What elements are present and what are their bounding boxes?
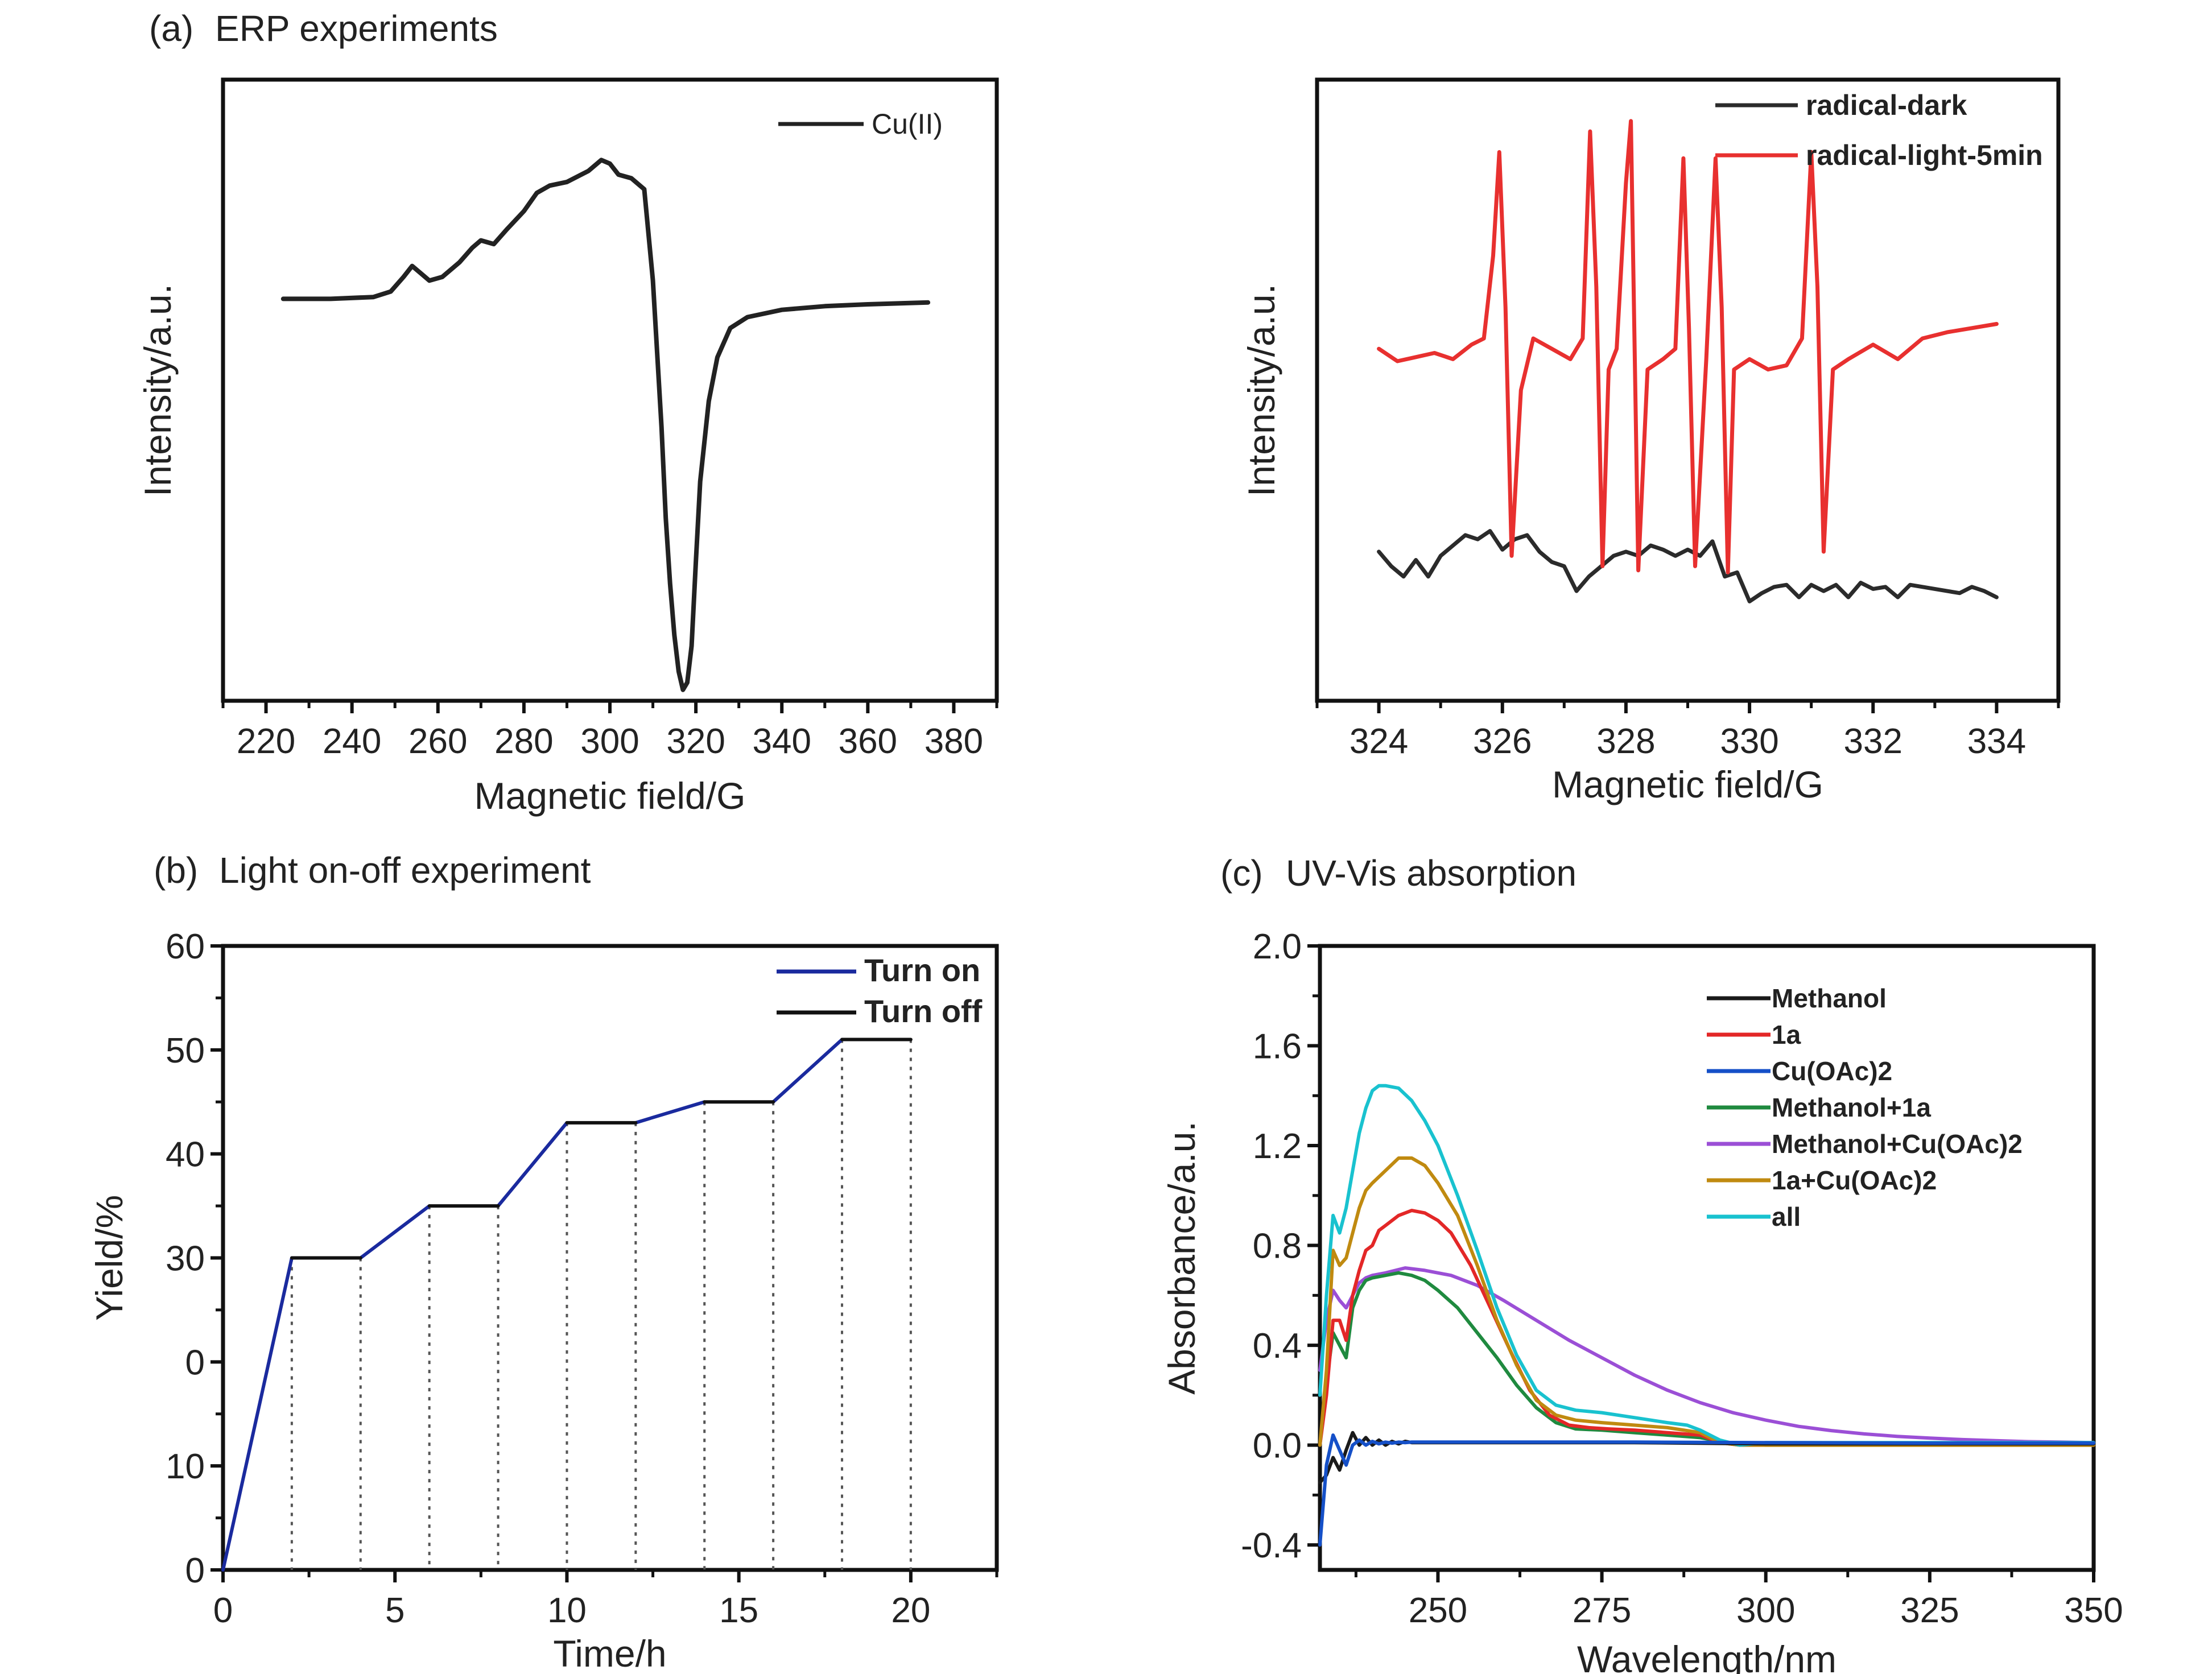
x-tick-label: 328 bbox=[1596, 722, 1655, 761]
x-tick-label: 300 bbox=[580, 722, 639, 761]
series-line-cu-oac2 bbox=[1318, 1433, 2095, 1547]
y-tick-label: 60 bbox=[166, 927, 205, 966]
legend-label: Cu(OAc)2 bbox=[1772, 1056, 1892, 1086]
y-tick-label: 0 bbox=[185, 1343, 205, 1382]
x-tick-label: 332 bbox=[1844, 722, 1903, 761]
y-tick-label: -0.4 bbox=[1241, 1526, 1302, 1565]
y-tick-label: 30 bbox=[166, 1239, 205, 1279]
turn-on-segment bbox=[771, 1038, 844, 1104]
turn-on-segment bbox=[358, 1204, 431, 1260]
y-axis-label: Yield/% bbox=[88, 1195, 130, 1321]
x-tick-label: 300 bbox=[1736, 1591, 1795, 1630]
legend-label: radical-dark bbox=[1806, 89, 1967, 121]
x-tick-label: 330 bbox=[1720, 722, 1778, 761]
legend-label: Turn on bbox=[864, 952, 980, 988]
y-tick-label: 0.8 bbox=[1253, 1227, 1302, 1266]
legend-label: Methanol+1a bbox=[1772, 1093, 1931, 1122]
plot-frame bbox=[1318, 944, 2096, 1572]
chart-light-on-off: 0 5 10 15 20 0 10 0 30 40 50 60 Time/h Yield/% Turn on… bbox=[88, 927, 999, 1674]
x-tick-label: 340 bbox=[752, 722, 811, 761]
legend-label: Methanol bbox=[1772, 983, 1887, 1013]
x-tick-label: 320 bbox=[666, 722, 725, 761]
y-tick-label: 0.0 bbox=[1253, 1427, 1302, 1466]
panel-b-title: Light on-off experiment bbox=[219, 850, 591, 891]
x-tick-label: 326 bbox=[1473, 722, 1532, 761]
x-tick-label: 380 bbox=[925, 722, 983, 761]
y-tick-label: 1.6 bbox=[1253, 1027, 1302, 1067]
series-line-cu-ii bbox=[280, 158, 931, 692]
y-tick-label: 2.0 bbox=[1253, 927, 1302, 966]
y-axis-label: Absorbance/a.u. bbox=[1161, 1121, 1203, 1395]
y-tick-label: 10 bbox=[166, 1447, 205, 1486]
legend-label: Cu(II) bbox=[872, 108, 943, 140]
legend-label: Turn off bbox=[864, 993, 983, 1029]
x-tick-label: 280 bbox=[494, 722, 553, 761]
series-line-radical-light bbox=[1377, 119, 1999, 574]
x-tick-label: 240 bbox=[323, 722, 381, 761]
x-tick-label: 5 bbox=[385, 1591, 405, 1630]
y-tick-label: 1.2 bbox=[1253, 1127, 1302, 1166]
x-tick-label: 20 bbox=[891, 1591, 930, 1630]
legend-label: radical-light-5min bbox=[1806, 139, 2043, 171]
x-tick-label: 324 bbox=[1350, 722, 1408, 761]
legend-label: Methanol+Cu(OAc)2 bbox=[1772, 1129, 2023, 1159]
y-tick-label: 50 bbox=[166, 1031, 205, 1070]
x-tick-label: 10 bbox=[547, 1591, 587, 1630]
x-tick-label: 325 bbox=[1900, 1591, 1959, 1630]
panel-a-label: (a) bbox=[149, 8, 193, 49]
x-axis-label: Time/h bbox=[553, 1632, 666, 1674]
panel-b-label: (b) bbox=[154, 850, 198, 891]
plot-frame bbox=[221, 77, 999, 703]
panel-c-title: UV-Vis absorption bbox=[1286, 853, 1577, 894]
series-line-all bbox=[1318, 1084, 2095, 1447]
plot-frame bbox=[1315, 77, 2061, 703]
x-tick-label: 334 bbox=[1967, 722, 2026, 761]
x-tick-label: 220 bbox=[237, 722, 295, 761]
turn-on-segment bbox=[634, 1100, 707, 1125]
legend-label: 1a+Cu(OAc)2 bbox=[1772, 1165, 1937, 1195]
legend-label: all bbox=[1772, 1202, 1801, 1231]
panel-c-label: (c) bbox=[1220, 853, 1263, 894]
turn-on-segment bbox=[496, 1121, 569, 1208]
turn-on-segment bbox=[221, 1256, 294, 1572]
series-line-1a-cu-oac2 bbox=[1318, 1156, 2095, 1447]
series-line-methanol-cu-oac2 bbox=[1318, 1266, 2095, 1445]
series-line-radical-dark bbox=[1377, 529, 1999, 604]
legend-label: 1a bbox=[1772, 1020, 1801, 1049]
y-axis-label: Intensity/a.u. bbox=[137, 284, 179, 497]
y-tick-label: 0 bbox=[185, 1551, 205, 1590]
chart-erp-cu: 220 240 260 280 300 320 340 360 380 Magnetic fiel… bbox=[137, 77, 999, 817]
chart-erp-radical: 324 326 328 330 332 334 Magnetic field/G Intens… bbox=[1240, 77, 2061, 805]
x-tick-label: 0 bbox=[213, 1591, 233, 1630]
panel-a-title: ERP experiments bbox=[215, 8, 498, 49]
y-tick-label: 40 bbox=[166, 1135, 205, 1175]
x-tick-label: 275 bbox=[1573, 1591, 1631, 1630]
series-line-methanol-1a bbox=[1318, 1271, 2095, 1447]
x-axis-label: Wavelength/nm bbox=[1577, 1638, 1837, 1674]
x-tick-label: 360 bbox=[839, 722, 897, 761]
x-axis-label: Magnetic field/G bbox=[474, 775, 746, 817]
x-tick-label: 250 bbox=[1409, 1591, 1467, 1630]
x-axis-label: Magnetic field/G bbox=[1552, 763, 1823, 805]
x-tick-label: 15 bbox=[719, 1591, 758, 1630]
chart-uv-vis: 250 275 300 325 350 -0.4 0.0 0.4 0.8 1.2 1.6 2.0 Wav… bbox=[1161, 927, 2123, 1674]
y-tick-label: 0.4 bbox=[1253, 1326, 1302, 1366]
series-line-1a bbox=[1318, 1209, 2095, 1447]
y-axis-label: Intensity/a.u. bbox=[1240, 284, 1282, 497]
x-tick-label: 260 bbox=[408, 722, 467, 761]
x-tick-label: 350 bbox=[2064, 1591, 2123, 1630]
